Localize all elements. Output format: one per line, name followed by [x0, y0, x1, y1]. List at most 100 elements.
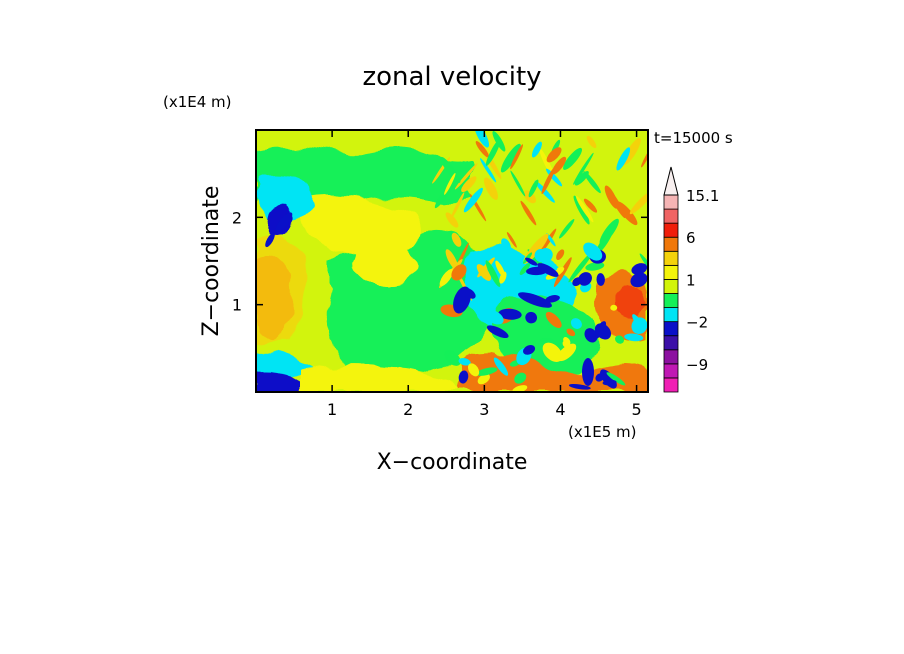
- contour-blob: [444, 350, 461, 366]
- contour-blob: [585, 262, 605, 271]
- time-label: t=15000 s: [654, 129, 733, 147]
- contour-streak: [506, 232, 517, 248]
- contour-streak: [552, 156, 567, 175]
- colorbar-swatch: [663, 222, 679, 238]
- contour-blob: [451, 264, 467, 281]
- chart-title: zonal velocity: [362, 62, 541, 92]
- x-axis-label: X−coordinate: [377, 450, 528, 475]
- contour-blob: [615, 335, 625, 344]
- band-orange-bottom: [460, 354, 648, 392]
- contour-streak: [454, 163, 478, 190]
- contour-streak: [445, 212, 459, 228]
- contour-streak: [450, 192, 465, 219]
- contour-blob: [624, 333, 644, 342]
- contour-streak: [501, 238, 512, 252]
- contour-blob: [583, 242, 603, 261]
- contour-blob: [525, 311, 538, 324]
- colorbar-swatch: [663, 363, 679, 379]
- contour-streak: [477, 257, 495, 278]
- contour-streak: [574, 170, 589, 186]
- contour-blob: [499, 271, 507, 284]
- contour-streak: [563, 147, 583, 170]
- contour-blob: [493, 357, 509, 376]
- y-tick-label: 1: [232, 296, 242, 315]
- contour-blob: [498, 308, 522, 320]
- contour-blob: [467, 363, 480, 377]
- contour-blob: [545, 311, 562, 328]
- contour-blob-blue: [582, 358, 594, 386]
- colorbar-tick-label: 6: [686, 229, 696, 247]
- contour-streak: [583, 198, 598, 213]
- contour-field: [256, 130, 648, 392]
- contour-blob: [477, 373, 490, 385]
- colorbar-swatch: [663, 264, 679, 280]
- contour-streak: [541, 167, 555, 195]
- contour-blob: [631, 317, 648, 335]
- colorbar-swatch: [663, 279, 679, 294]
- contour-streak: [599, 218, 619, 245]
- y-axis-label: Z−coordinate: [199, 186, 224, 337]
- contour-streak: [445, 249, 459, 270]
- contour-blob-blue: [453, 286, 471, 314]
- contour-streak: [480, 158, 497, 183]
- contour-streak: [475, 141, 489, 158]
- x-tick-label: 4: [555, 400, 565, 419]
- contour-blob-blue: [517, 292, 553, 308]
- contour-streak: [474, 130, 490, 148]
- band-green-left: [256, 147, 470, 203]
- band-yellow-left: [256, 236, 307, 345]
- band-yellow-patch: [350, 239, 419, 288]
- colorbar-swatch: [663, 335, 679, 351]
- contour-blob: [630, 272, 648, 288]
- contour-blob: [566, 328, 576, 337]
- contour-streak: [510, 170, 526, 197]
- plot-frame: [255, 129, 649, 393]
- contour-streak: [485, 260, 501, 287]
- contour-blob-blue: [537, 263, 559, 277]
- contour-blob: [514, 372, 527, 384]
- contour-streak: [553, 257, 572, 288]
- contour-streak: [616, 147, 631, 171]
- blobs-layer: [265, 212, 607, 386]
- contour-streak: [510, 144, 524, 170]
- contour-blob: [570, 318, 582, 329]
- contour-streak: [641, 147, 648, 168]
- contour-blob: [525, 257, 538, 266]
- contour-blob: [484, 309, 504, 325]
- contour-streak: [546, 147, 562, 163]
- colorbar-swatch: [663, 377, 679, 393]
- contour-streak: [534, 180, 555, 203]
- x-tick-label: 2: [403, 400, 413, 419]
- contour-blob: [482, 292, 496, 305]
- contour-streak: [520, 200, 537, 226]
- contour-streak: [531, 141, 542, 158]
- y-axis-unit: (x1E4 m): [163, 93, 232, 111]
- contour-streak: [573, 152, 594, 185]
- contour-blob: [538, 248, 553, 262]
- contour-blob: [568, 384, 591, 390]
- contour-blob: [631, 263, 648, 275]
- contour-streak: [568, 251, 594, 283]
- colorbar-swatch: [663, 194, 679, 210]
- contour-blob: [596, 273, 605, 286]
- contour-blob-blue: [275, 212, 293, 232]
- contour-streak: [538, 228, 557, 256]
- contour-streak: [444, 172, 456, 195]
- colorbar-tick-label: 1: [686, 271, 696, 289]
- contour-blob: [523, 345, 536, 355]
- contour-blob: [556, 249, 565, 260]
- colorbar-swatch: [663, 293, 679, 308]
- contour-blob-blue: [265, 232, 275, 248]
- contour-streak: [461, 176, 477, 193]
- band-cyan-left: [258, 175, 313, 223]
- contour-blob: [545, 295, 560, 303]
- colorbar-extend-arrow: [663, 166, 679, 196]
- contour-streak: [500, 143, 521, 173]
- contour-streak: [451, 232, 462, 247]
- x-tick-label: 5: [631, 400, 641, 419]
- contour-streak: [583, 171, 601, 194]
- contour-blob-blue: [593, 321, 607, 339]
- contour-streak: [519, 263, 531, 275]
- y-axis: 12: [232, 208, 648, 315]
